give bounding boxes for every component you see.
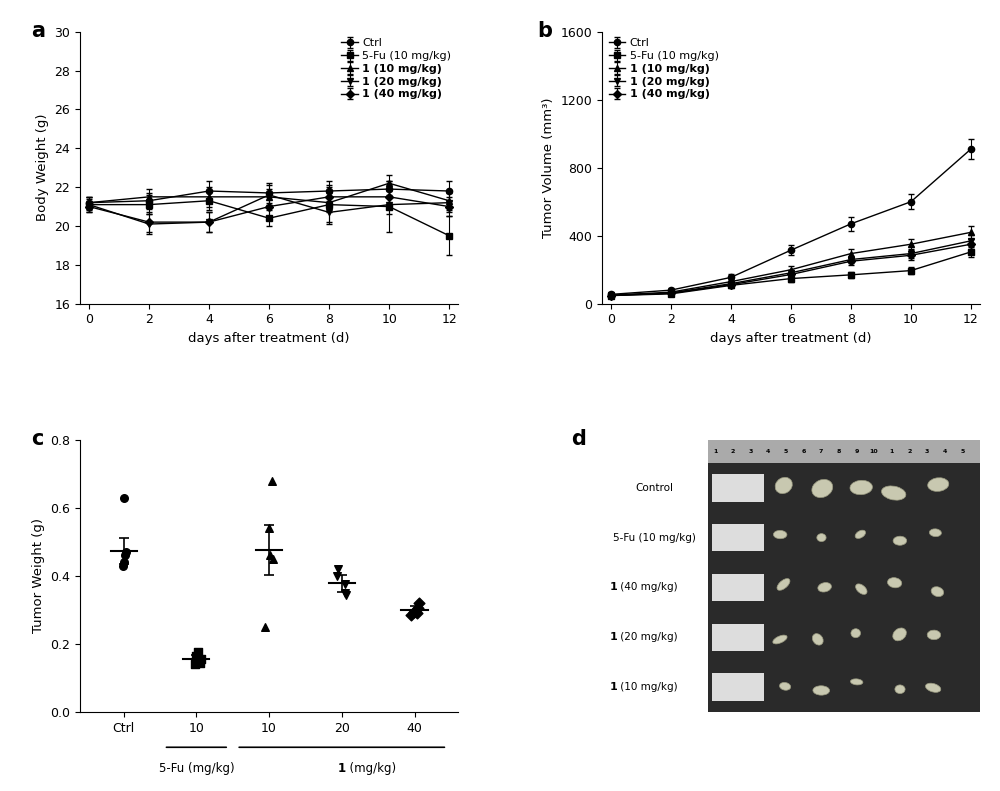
- X-axis label: days after treatment (d): days after treatment (d): [188, 332, 350, 345]
- Point: [192, 657, 208, 669]
- Point: [118, 546, 134, 558]
- Point: [410, 602, 426, 615]
- Point: [265, 552, 281, 565]
- Point: [329, 570, 345, 582]
- Text: 2: 2: [907, 448, 912, 454]
- Text: 1: 1: [609, 632, 617, 642]
- Point: [193, 653, 209, 665]
- Ellipse shape: [882, 486, 906, 500]
- Ellipse shape: [929, 529, 941, 536]
- Ellipse shape: [817, 534, 826, 542]
- Text: 6: 6: [801, 448, 806, 454]
- Text: 1: 1: [890, 448, 894, 454]
- Ellipse shape: [855, 530, 866, 539]
- FancyBboxPatch shape: [712, 474, 764, 501]
- Point: [264, 475, 280, 487]
- Ellipse shape: [893, 536, 907, 545]
- Text: 1: 1: [713, 448, 717, 454]
- FancyBboxPatch shape: [712, 623, 764, 651]
- Ellipse shape: [773, 531, 787, 539]
- Text: a: a: [31, 21, 45, 41]
- Point: [338, 589, 354, 601]
- Bar: [708, 440, 980, 712]
- Ellipse shape: [818, 582, 831, 592]
- Ellipse shape: [888, 577, 902, 588]
- Point: [188, 649, 204, 662]
- Point: [116, 491, 132, 504]
- Text: 5: 5: [784, 448, 788, 454]
- Point: [115, 559, 131, 572]
- Point: [257, 620, 273, 633]
- Ellipse shape: [777, 578, 790, 590]
- Point: [406, 605, 422, 618]
- Text: 5: 5: [960, 448, 965, 454]
- Ellipse shape: [931, 587, 944, 596]
- Text: Control: Control: [636, 483, 674, 493]
- FancyBboxPatch shape: [712, 524, 764, 551]
- Ellipse shape: [813, 686, 830, 695]
- X-axis label: days after treatment (d): days after treatment (d): [710, 332, 872, 345]
- Text: b: b: [538, 21, 553, 41]
- Point: [337, 587, 353, 600]
- Text: (10 mg/kg): (10 mg/kg): [617, 682, 678, 692]
- Ellipse shape: [927, 630, 941, 640]
- FancyBboxPatch shape: [712, 573, 764, 601]
- Ellipse shape: [926, 683, 941, 692]
- Point: [117, 549, 133, 562]
- Ellipse shape: [850, 480, 872, 494]
- Text: d: d: [572, 429, 586, 449]
- Text: 9: 9: [854, 448, 859, 454]
- Ellipse shape: [850, 679, 863, 685]
- Text: 1: 1: [338, 763, 346, 775]
- Ellipse shape: [775, 477, 792, 494]
- Ellipse shape: [773, 635, 787, 644]
- Text: (20 mg/kg): (20 mg/kg): [617, 632, 678, 642]
- Point: [262, 549, 278, 562]
- Point: [190, 646, 206, 659]
- Text: (mg/kg): (mg/kg): [342, 763, 396, 775]
- Text: c: c: [31, 429, 43, 449]
- Point: [116, 556, 132, 569]
- Ellipse shape: [851, 629, 861, 638]
- Text: 1: 1: [609, 682, 617, 692]
- Point: [411, 596, 427, 609]
- Point: [330, 562, 346, 575]
- Text: 1: 1: [609, 582, 617, 592]
- Point: [261, 522, 277, 535]
- Text: 7: 7: [819, 448, 823, 454]
- Y-axis label: Tumor Weight (g): Tumor Weight (g): [32, 518, 45, 634]
- Text: 4: 4: [943, 448, 947, 454]
- Ellipse shape: [895, 685, 905, 694]
- Ellipse shape: [812, 479, 833, 498]
- Ellipse shape: [928, 478, 949, 491]
- Text: 5-Fu (10 mg/kg): 5-Fu (10 mg/kg): [613, 532, 696, 543]
- Point: [409, 607, 425, 619]
- Text: 4: 4: [766, 448, 770, 454]
- Text: 3: 3: [748, 448, 753, 454]
- FancyBboxPatch shape: [712, 673, 764, 701]
- Y-axis label: Body Weight (g): Body Weight (g): [36, 114, 49, 221]
- Text: (40 mg/kg): (40 mg/kg): [617, 582, 678, 592]
- Point: [403, 608, 419, 621]
- Text: 10: 10: [870, 448, 878, 454]
- Ellipse shape: [856, 584, 867, 594]
- Ellipse shape: [812, 634, 823, 645]
- Text: 5-Fu (mg/kg): 5-Fu (mg/kg): [159, 763, 234, 775]
- Ellipse shape: [893, 628, 906, 641]
- Bar: [708, 440, 980, 463]
- Legend: Ctrl, 5-Fu (10 mg/kg), 1 (10 mg/kg), 1 (20 mg/kg), 1 (40 mg/kg): Ctrl, 5-Fu (10 mg/kg), 1 (10 mg/kg), 1 (…: [340, 37, 453, 100]
- Text: 8: 8: [837, 448, 841, 454]
- Point: [187, 658, 203, 671]
- Point: [337, 578, 353, 591]
- Ellipse shape: [780, 683, 791, 691]
- Legend: Ctrl, 5-Fu (10 mg/kg), 1 (10 mg/kg), 1 (20 mg/kg), 1 (40 mg/kg): Ctrl, 5-Fu (10 mg/kg), 1 (10 mg/kg), 1 (…: [607, 37, 720, 100]
- Text: 3: 3: [925, 448, 929, 454]
- Y-axis label: Tumor Volume (mm³): Tumor Volume (mm³): [542, 97, 555, 238]
- Text: 2: 2: [731, 448, 735, 454]
